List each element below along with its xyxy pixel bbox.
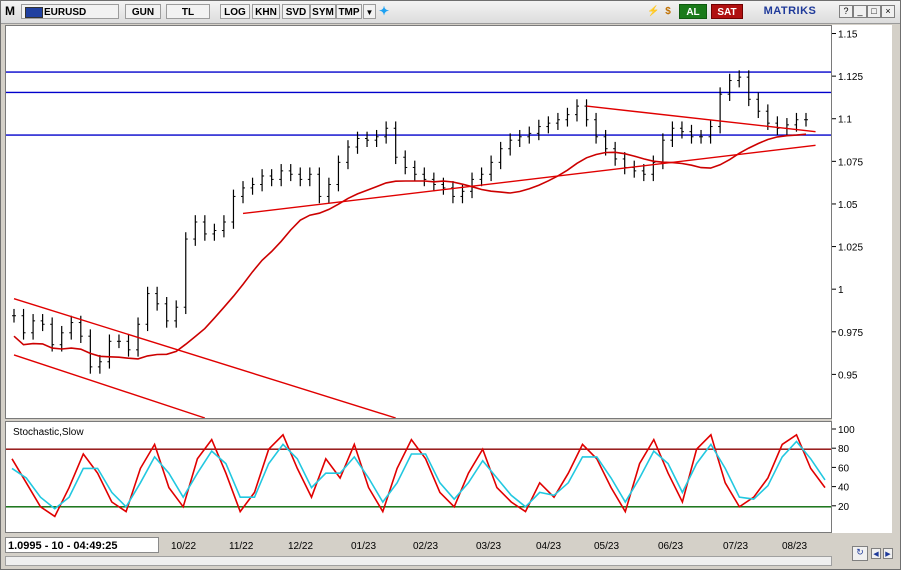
date-tick-label: 07/23 xyxy=(723,541,749,552)
brand-logo: MATRIKS xyxy=(763,5,817,17)
date-tick-label: 12/22 xyxy=(288,541,314,552)
lightning-icon[interactable]: ⚡ xyxy=(647,6,660,17)
stoch-tick-label: 100 xyxy=(838,425,855,436)
date-tick-label: 11/22 xyxy=(229,541,254,552)
date-tick-label: 04/23 xyxy=(536,541,562,552)
minimize-icon[interactable]: _ xyxy=(853,5,867,18)
stoch-tick-label: 60 xyxy=(838,463,850,474)
time-scrollbar[interactable] xyxy=(5,556,832,566)
indicator-title: Stochastic,Slow xyxy=(13,427,84,438)
cursor-readout: 1.0995 - 10 - 04:49:25 xyxy=(5,537,159,553)
maximize-icon[interactable]: □ xyxy=(867,5,881,18)
currency-icon[interactable]: $ xyxy=(665,6,671,17)
support-trendline xyxy=(242,144,816,215)
twitter-icon[interactable]: ✦ xyxy=(378,4,390,18)
log-scale-button[interactable]: LOG xyxy=(220,4,250,19)
help-icon[interactable]: ? xyxy=(839,5,853,18)
stochastic-d-line xyxy=(11,440,826,510)
channel-lower-line xyxy=(13,354,206,418)
scroll-left-icon[interactable]: ◀ xyxy=(871,548,881,559)
close-icon[interactable]: × xyxy=(881,5,895,18)
price-tick-label: 1.075 xyxy=(838,157,863,168)
price-tick-label: 0.95 xyxy=(838,370,858,381)
price-chart[interactable] xyxy=(5,25,832,419)
resistance-trendline xyxy=(586,105,816,133)
price-tick-label: 1 xyxy=(838,285,844,296)
svd-button[interactable]: SVD xyxy=(282,4,310,19)
price-tick-label: 1.05 xyxy=(838,200,858,211)
toolbar: M EURUSD GUN TL LOG KHN SVD SYM TMP ▼ ✦ … xyxy=(1,1,900,24)
date-tick-label: 02/23 xyxy=(413,541,439,552)
template-button[interactable]: TMP xyxy=(336,4,362,19)
price-tick-label: 1.025 xyxy=(838,243,863,254)
refresh-icon[interactable]: ↻ xyxy=(852,546,868,561)
price-axis[interactable]: 1.15 1.125 1.1 1.075 1.05 1.025 1 0.975 0.95 100 8… xyxy=(832,25,892,533)
flag-icon xyxy=(25,7,43,18)
currency-button[interactable]: TL xyxy=(166,4,210,19)
stoch-tick-label: 40 xyxy=(838,483,850,494)
date-tick-label: 03/23 xyxy=(476,541,502,552)
stoch-tick-label: 80 xyxy=(838,444,850,455)
period-button[interactable]: GUN xyxy=(125,4,161,19)
khn-button[interactable]: KHN xyxy=(252,4,280,19)
price-tick-label: 1.15 xyxy=(838,30,858,41)
date-tick-label: 10/22 xyxy=(171,541,197,552)
price-tick-label: 1.125 xyxy=(838,72,863,83)
scroll-right-icon[interactable]: ▶ xyxy=(883,548,893,559)
date-tick-label: 06/23 xyxy=(658,541,684,552)
stoch-tick-label: 20 xyxy=(838,502,850,513)
date-tick-label: 08/23 xyxy=(782,541,808,552)
stochastic-panel[interactable]: Stochastic,Slow xyxy=(5,421,832,533)
moving-average-line xyxy=(13,133,807,360)
symbol-label: EURUSD xyxy=(44,7,87,18)
sym-button[interactable]: SYM xyxy=(310,4,336,19)
menu-button[interactable]: M xyxy=(5,4,15,18)
symbol-selector[interactable]: EURUSD xyxy=(21,4,119,19)
sell-button[interactable]: SAT xyxy=(711,4,743,19)
price-tick-label: 0.975 xyxy=(838,328,863,339)
buy-button[interactable]: AL xyxy=(679,4,707,19)
channel-upper-line xyxy=(13,298,396,418)
date-tick-label: 01/23 xyxy=(351,541,377,552)
date-tick-label: 05/23 xyxy=(594,541,620,552)
price-tick-label: 1.1 xyxy=(838,115,852,126)
stochastic-k-line xyxy=(11,433,826,518)
dropdown-arrow-icon[interactable]: ▼ xyxy=(363,4,376,19)
